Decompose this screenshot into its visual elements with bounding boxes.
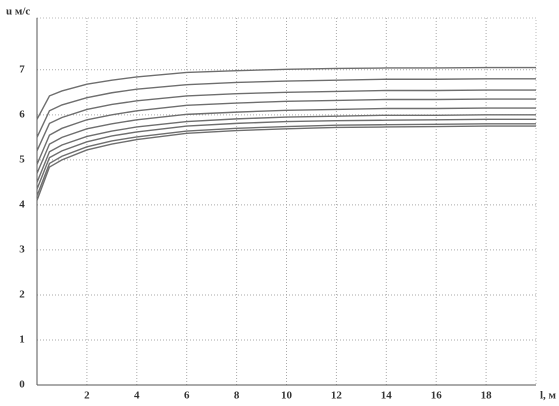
line-series [36,114,536,183]
x-tick-label: 16 [431,390,443,402]
y-tick-label: 5 [19,153,25,165]
y-tick-label: 7 [19,63,25,75]
x-axis-label: l, м [540,390,557,402]
line-series [36,123,536,197]
y-axis-label: u м/с [6,6,30,18]
line-series [36,98,536,165]
x-tick-label: 4 [134,390,140,402]
line-series [36,107,536,174]
line-series [36,118,536,190]
y-tick-label: 4 [19,198,25,210]
x-tick-label: 8 [234,390,240,402]
y-tick-label: 6 [19,108,25,120]
y-tick-label: 2 [19,288,25,300]
x-tick-label: 2 [84,390,90,402]
x-tick-label: 6 [184,390,190,402]
x-tick-label: 18 [481,390,493,402]
y-tick-label: 0 [19,379,25,391]
y-tick-label: 1 [19,334,25,346]
x-tick-label: 12 [331,390,343,402]
line-series [36,89,536,152]
x-tick-label: 10 [281,390,293,402]
line-series [36,125,536,201]
line-series [36,78,536,138]
line-series [36,66,536,120]
x-tick-label: 14 [381,390,393,402]
y-tick-label: 3 [19,243,25,255]
